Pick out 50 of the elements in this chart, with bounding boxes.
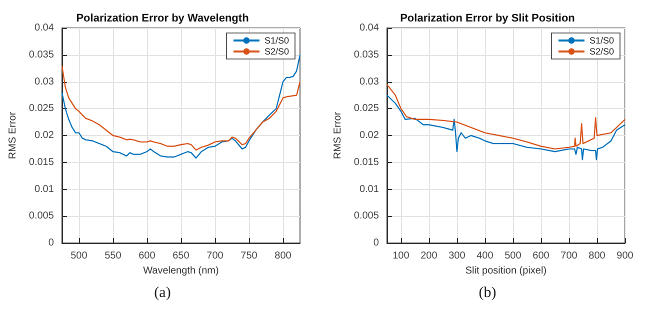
- x-tick-label: 800: [274, 250, 292, 262]
- legend-label: S1/S0: [264, 36, 290, 46]
- y-tick-label: 0: [48, 238, 54, 248]
- x-axis-title: Slit position (pixel): [465, 265, 547, 276]
- y-tick-label: 0.035: [28, 49, 54, 60]
- line-series: [386, 84, 626, 150]
- y-tick-label: 0.005: [28, 210, 54, 222]
- y-tick-label: 0.03: [359, 76, 380, 88]
- x-tick-label: 750: [240, 250, 258, 262]
- x-tick-label: 800: [588, 250, 606, 262]
- x-tick-label: 600: [532, 250, 550, 262]
- y-tick-label: 0.01: [359, 184, 380, 195]
- y-tick-label: 0.01: [34, 184, 54, 195]
- x-tick-label: 400: [476, 250, 494, 262]
- y-tick-label: 0.03: [34, 76, 54, 88]
- legend-label: S2/S0: [264, 46, 290, 56]
- chart-title: Polarization Error by Slit Position: [400, 12, 576, 24]
- y-tick-label: 0.04: [359, 22, 380, 34]
- y-tick-label: 0.015: [28, 156, 54, 168]
- y-tick-label: 0.04: [34, 22, 54, 34]
- x-axis-title: Wavelength (nm): [143, 265, 219, 276]
- x-tick-label: 700: [560, 250, 578, 262]
- y-tick-label: 0.005: [354, 210, 380, 222]
- text: (a): [153, 285, 172, 302]
- line-series: [61, 54, 301, 159]
- x-tick-label: 700: [206, 250, 224, 262]
- y-tick-label: 0.025: [28, 103, 54, 114]
- line-series: [386, 94, 626, 160]
- x-tick-label: 300: [448, 250, 466, 262]
- x-tick-label: 650: [172, 250, 190, 262]
- x-tick-label: 500: [504, 250, 522, 262]
- y-axis-title: RMS Error: [332, 111, 344, 160]
- y-axis-title: RMS Error: [8, 111, 18, 160]
- x-tick-label: 900: [616, 250, 634, 262]
- chart-title: Polarization Error by Wavelength: [76, 12, 250, 24]
- y-tick-label: 0.02: [359, 130, 380, 141]
- y-tick-label: 0.035: [354, 49, 380, 60]
- y-tick-label: 0.025: [354, 103, 380, 114]
- y-tick-label: 0: [373, 238, 380, 248]
- line-series: [61, 65, 301, 151]
- legend-label: S2/S0: [589, 46, 614, 56]
- x-tick-label: 600: [138, 250, 156, 262]
- x-tick-label: 200: [420, 250, 438, 262]
- x-tick-label: 550: [104, 250, 122, 262]
- y-tick-label: 0.02: [34, 130, 54, 141]
- legend-label: S1/S0: [589, 36, 614, 46]
- text: (b): [478, 285, 498, 302]
- x-tick-label: 100: [392, 250, 410, 262]
- x-tick-label: 500: [70, 250, 88, 262]
- y-tick-label: 0.015: [354, 156, 380, 168]
